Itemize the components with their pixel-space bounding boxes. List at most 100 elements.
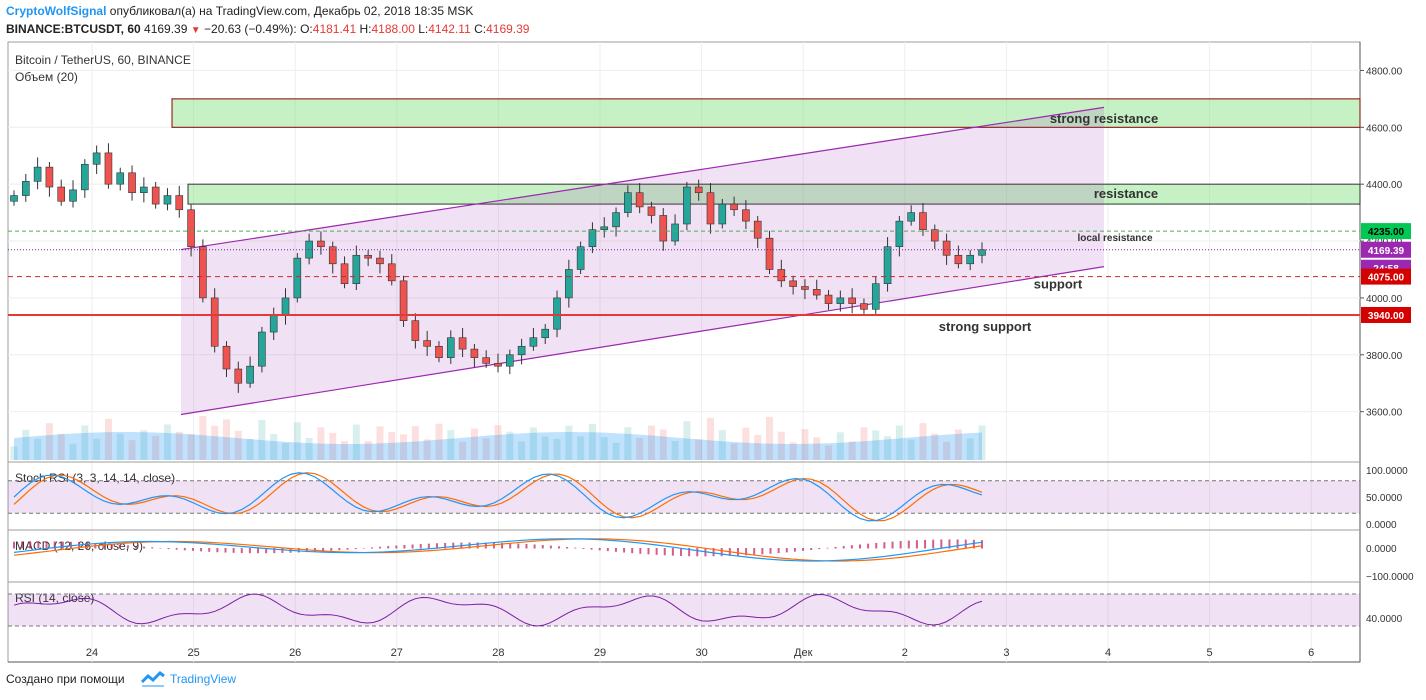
candle-body — [600, 226, 609, 230]
candle-body — [565, 269, 573, 299]
candle-body — [777, 269, 786, 282]
volume-bar — [742, 427, 750, 460]
macd-histogram-bar — [712, 548, 715, 557]
candle-body — [22, 181, 30, 196]
volume-bar — [624, 427, 632, 460]
candle-body — [506, 354, 514, 367]
candle-body — [376, 257, 384, 265]
candle-body — [659, 215, 668, 242]
macd-histogram-bar — [631, 548, 634, 554]
candle-body — [246, 365, 254, 384]
macd-histogram-bar — [281, 548, 284, 553]
volume-bar — [848, 441, 856, 460]
candle-body — [423, 340, 431, 347]
price-chart[interactable]: strong resistance resistance local resista… — [0, 0, 1426, 670]
macd-histogram-bar — [834, 546, 837, 549]
macd-histogram-bar — [501, 542, 504, 549]
local-resistance-label: local resistance — [1077, 233, 1152, 244]
candle — [104, 143, 113, 189]
macd-histogram-bar — [867, 543, 870, 549]
candle — [753, 216, 762, 248]
volume-bar — [978, 425, 986, 460]
macd-histogram-bar — [802, 548, 805, 551]
volume-bar — [163, 424, 171, 460]
tradingview-link[interactable]: TradingView — [170, 672, 237, 686]
macd-histogram-bar — [696, 548, 699, 557]
macd-histogram-bar — [663, 548, 666, 556]
macd-histogram-bar — [614, 548, 617, 552]
candle — [541, 324, 550, 344]
candle-body — [317, 240, 325, 248]
macd-histogram-bar — [671, 548, 674, 556]
volume-bar — [895, 425, 903, 460]
macd-histogram-bar — [753, 548, 756, 555]
volume-bar — [329, 433, 337, 460]
volume-bar — [282, 443, 290, 460]
stoch-d-line — [13, 472, 983, 522]
volume-bar — [22, 429, 30, 460]
macd-histogram-bar — [419, 544, 422, 549]
candle — [742, 200, 750, 230]
macd-histogram-bar — [680, 548, 683, 556]
candle — [151, 181, 160, 209]
chart-title: Bitcoin / TetherUS, 60, BINANCE — [15, 53, 191, 67]
support-price-tag: 4075.00 — [1368, 273, 1405, 284]
macd-histogram-bar — [224, 548, 227, 553]
macd-histogram-bar — [777, 548, 780, 554]
candle-body — [104, 152, 113, 185]
volume-bar — [541, 436, 549, 460]
candle — [919, 202, 927, 236]
x-tick-label: 4 — [1105, 647, 1111, 659]
candle — [553, 290, 561, 338]
x-tick-label: 25 — [187, 647, 199, 659]
candle — [234, 361, 243, 393]
macd-histogram-bar — [688, 548, 691, 557]
candle — [187, 204, 195, 257]
x-tick-label: 6 — [1308, 647, 1314, 659]
volume-bar — [494, 425, 502, 460]
macd-histogram-bar — [541, 545, 544, 549]
candle-body — [45, 166, 54, 188]
volume-bar — [388, 432, 396, 460]
strong-resistance-zone — [171, 98, 1361, 128]
macd-histogram-bar — [387, 546, 390, 549]
candle — [163, 188, 172, 211]
volume-bar — [116, 433, 124, 460]
candle — [576, 241, 585, 275]
candle — [199, 239, 207, 303]
candle-body — [954, 254, 963, 265]
volume-bar — [69, 443, 77, 460]
macd-histogram-bar — [143, 546, 146, 549]
macd-histogram-bar — [940, 539, 943, 549]
macd-histogram-bar — [86, 542, 89, 549]
candle-body — [576, 246, 585, 270]
volume-bar — [57, 433, 65, 460]
candle — [883, 237, 892, 292]
volume-bar — [93, 438, 101, 460]
volume-bar — [600, 437, 608, 460]
macd-histogram-bar — [411, 544, 414, 549]
macd-histogram-bar — [883, 542, 886, 549]
stoch-k-line — [13, 472, 983, 522]
macd-histogram-bar — [468, 542, 471, 549]
candle — [907, 205, 915, 226]
volume-bar — [577, 436, 585, 460]
candle — [671, 214, 679, 246]
macd-histogram-bar — [297, 548, 300, 553]
candle-body — [801, 286, 809, 290]
volume-ma-area — [14, 432, 982, 460]
volume-bar — [695, 439, 703, 460]
volume-bar — [612, 442, 620, 460]
author-link[interactable]: CryptoWolfSignal — [6, 4, 107, 18]
macd-histogram-bar — [183, 548, 186, 551]
candle-body — [706, 192, 715, 225]
volume-bar — [529, 427, 537, 460]
candle-body — [753, 220, 762, 239]
candle-body — [116, 172, 125, 185]
candle-body — [942, 240, 951, 256]
candle — [635, 183, 644, 214]
volume-bar — [317, 427, 325, 460]
volume-bar — [234, 430, 242, 460]
macd-histogram-bar — [850, 545, 853, 549]
candle-body — [163, 195, 172, 205]
